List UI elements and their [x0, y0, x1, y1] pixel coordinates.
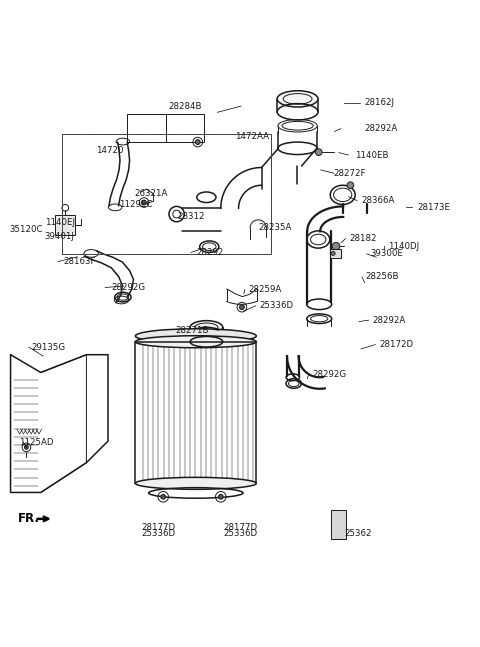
Text: 1140EB: 1140EB: [355, 151, 389, 160]
Circle shape: [195, 140, 200, 144]
Circle shape: [240, 305, 244, 309]
Text: 1129EC: 1129EC: [119, 200, 153, 209]
Bar: [330, 249, 341, 258]
Text: 28235A: 28235A: [258, 223, 292, 232]
Text: 28177D: 28177D: [223, 523, 257, 532]
Text: 28162J: 28162J: [365, 98, 395, 107]
Text: 14720: 14720: [96, 146, 123, 155]
Text: 28284B: 28284B: [168, 102, 202, 111]
Circle shape: [218, 494, 223, 499]
Text: 25336D: 25336D: [141, 529, 176, 538]
Circle shape: [347, 182, 354, 189]
Ellipse shape: [135, 336, 256, 347]
Circle shape: [331, 252, 335, 256]
Text: 28177D: 28177D: [141, 523, 176, 532]
Text: 28163F: 28163F: [64, 257, 96, 266]
Text: 26321A: 26321A: [134, 190, 168, 199]
Ellipse shape: [277, 91, 318, 107]
Text: 28292G: 28292G: [312, 370, 347, 379]
Text: 29135G: 29135G: [31, 342, 65, 351]
Text: 25336D: 25336D: [260, 302, 294, 311]
Text: 35120C: 35120C: [10, 225, 43, 234]
Text: 25336D: 25336D: [223, 529, 257, 538]
Text: 28292: 28292: [197, 248, 224, 257]
Circle shape: [161, 494, 166, 499]
Text: 1140EJ: 1140EJ: [45, 218, 75, 227]
Circle shape: [24, 445, 28, 449]
Text: 28272F: 28272F: [334, 169, 366, 178]
Bar: [55, 215, 75, 235]
Bar: [62, 134, 271, 254]
Circle shape: [332, 243, 340, 250]
Text: 28173E: 28173E: [418, 203, 451, 212]
Text: 1140DJ: 1140DJ: [388, 242, 419, 251]
Circle shape: [142, 200, 146, 205]
Text: 28292G: 28292G: [111, 283, 145, 292]
Text: 28259A: 28259A: [249, 285, 282, 294]
Bar: [62, 134, 271, 254]
Bar: [135, 342, 256, 483]
Text: 39300E: 39300E: [371, 249, 403, 258]
Text: 28182: 28182: [349, 234, 377, 243]
Text: 28292A: 28292A: [372, 316, 406, 325]
Text: 28172D: 28172D: [379, 340, 413, 349]
Text: 39401J: 39401J: [45, 232, 74, 241]
Text: 1125AD: 1125AD: [19, 437, 54, 446]
Text: FR.: FR.: [18, 512, 40, 525]
Ellipse shape: [135, 477, 256, 489]
Text: 28312: 28312: [178, 212, 205, 221]
Bar: [331, 510, 346, 538]
Text: 28271B: 28271B: [175, 325, 209, 334]
Circle shape: [315, 149, 322, 155]
Ellipse shape: [135, 329, 256, 343]
Bar: [127, 115, 204, 142]
Text: 28256B: 28256B: [366, 272, 399, 281]
Text: 25362: 25362: [345, 529, 372, 538]
Text: 28366A: 28366A: [361, 196, 395, 205]
Ellipse shape: [190, 321, 223, 334]
Text: 1472AA: 1472AA: [235, 132, 269, 141]
Text: 28292A: 28292A: [365, 124, 398, 133]
